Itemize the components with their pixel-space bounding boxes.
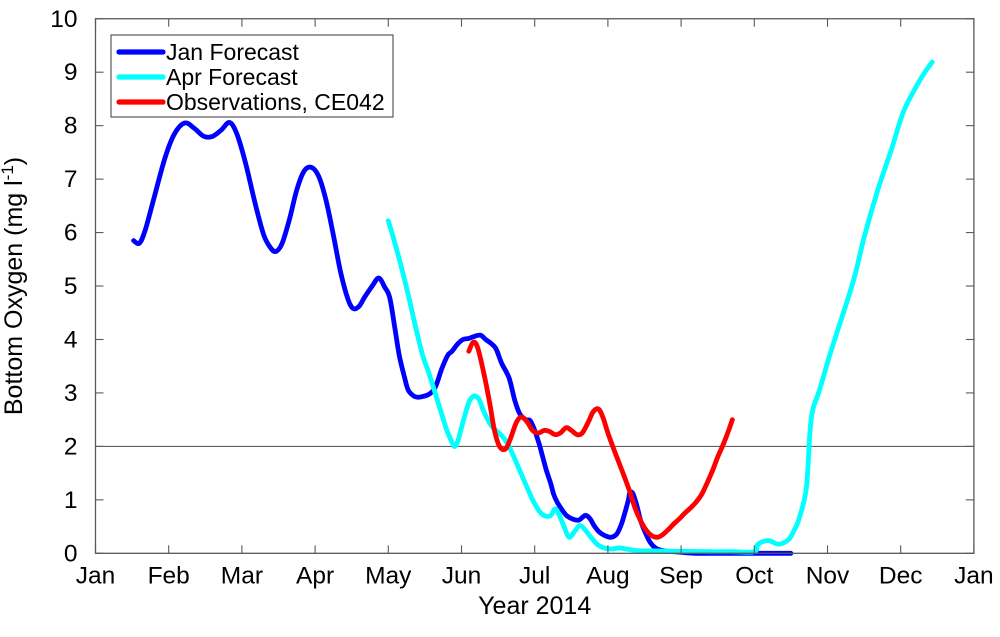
- svg-text:Jun: Jun: [442, 562, 482, 589]
- svg-text:7: 7: [64, 166, 78, 193]
- svg-text:Dec: Dec: [879, 562, 923, 589]
- svg-text:Sep: Sep: [659, 562, 703, 589]
- svg-text:Jul: Jul: [519, 562, 550, 589]
- svg-text:5: 5: [64, 273, 78, 300]
- svg-text:Mar: Mar: [221, 562, 263, 589]
- svg-text:Aug: Aug: [586, 562, 630, 589]
- svg-text:1: 1: [64, 487, 78, 514]
- svg-text:3: 3: [64, 380, 78, 407]
- svg-text:9: 9: [64, 59, 78, 86]
- svg-text:Oct: Oct: [735, 562, 773, 589]
- svg-text:Apr Forecast: Apr Forecast: [166, 64, 298, 90]
- svg-text:Observations, CE042: Observations, CE042: [166, 89, 385, 115]
- svg-text:Year 2014: Year 2014: [478, 592, 591, 620]
- svg-text:4: 4: [64, 326, 78, 353]
- svg-text:10: 10: [50, 6, 77, 33]
- svg-text:6: 6: [64, 220, 78, 247]
- svg-text:Feb: Feb: [148, 562, 190, 589]
- svg-text:Apr: Apr: [296, 562, 334, 589]
- svg-text:0: 0: [64, 540, 78, 567]
- svg-text:8: 8: [64, 113, 78, 140]
- svg-text:2: 2: [64, 433, 78, 460]
- svg-text:Bottom Oxygen (mg l-1): Bottom Oxygen (mg l-1): [0, 157, 28, 415]
- svg-text:Nov: Nov: [806, 562, 850, 589]
- svg-text:Jan Forecast: Jan Forecast: [166, 39, 300, 65]
- svg-text:Jan: Jan: [76, 562, 116, 589]
- svg-text:Jan: Jan: [954, 562, 994, 589]
- svg-text:May: May: [365, 562, 412, 589]
